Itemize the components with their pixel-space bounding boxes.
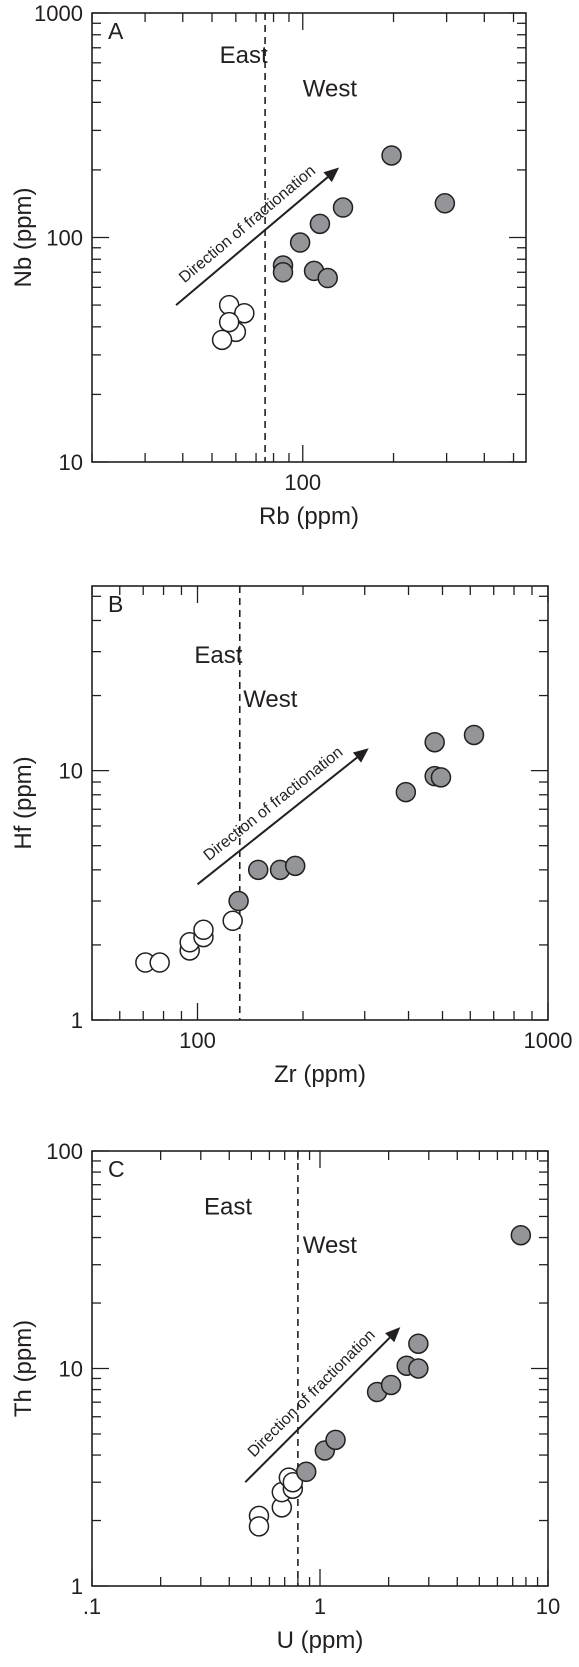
x-tick-label: 1000	[524, 1028, 573, 1053]
east-data-point	[282, 1471, 304, 1493]
series-east	[135, 910, 243, 973]
y-tick-label: 1	[71, 1574, 83, 1599]
west-data-point	[317, 267, 338, 289]
fractionation-arrow	[244, 1337, 391, 1483]
axis-ticks	[91, 586, 549, 1021]
arrow-label: Direction of fractionation	[176, 162, 319, 286]
x-axis-label: Rb (ppm)	[259, 503, 359, 530]
west-data-point	[295, 1461, 317, 1483]
fractionation-arrow	[196, 756, 358, 886]
east-data-point	[149, 952, 170, 973]
west-data-point	[395, 781, 417, 803]
y-tick-label: 10	[59, 1357, 83, 1382]
west-data-point	[332, 197, 354, 218]
y-tick-label: 100	[46, 226, 83, 251]
east-data-point	[211, 329, 233, 351]
west-data-point	[309, 213, 331, 235]
region-label-east: East	[194, 642, 242, 669]
y-axis-label: Hf (ppm)	[10, 756, 37, 849]
region-label-west: West	[303, 1232, 358, 1259]
region-label-east: East	[204, 1194, 252, 1221]
arrow-head	[323, 167, 340, 183]
axis-ticks	[91, 1150, 549, 1587]
west-data-point	[424, 731, 445, 753]
plot-frame	[91, 585, 549, 1021]
east-data-point	[193, 919, 214, 941]
west-data-point	[463, 724, 485, 746]
east-data-point	[218, 311, 240, 333]
west-data-point	[510, 1224, 532, 1246]
series-east	[211, 294, 255, 351]
y-tick-label: 10	[59, 759, 83, 784]
x-tick-label: 10	[536, 1594, 560, 1619]
west-data-point	[408, 1333, 429, 1354]
fractionation-arrow	[175, 176, 329, 306]
west-data-point	[284, 855, 306, 877]
panel-label: A	[108, 18, 124, 44]
x-axis-label: Zr (ppm)	[274, 1061, 366, 1088]
series-west	[295, 1224, 532, 1483]
y-tick-label: 1	[71, 1008, 83, 1033]
y-tick-label: 1000	[34, 1, 83, 26]
west-data-point	[325, 1429, 346, 1451]
y-axis-label: Nb (ppm)	[10, 187, 37, 287]
y-tick-label: 100	[46, 1139, 83, 1164]
series-west	[228, 724, 485, 912]
plot-frame	[91, 1150, 549, 1587]
x-tick-label: 1	[314, 1594, 326, 1619]
east-data-point	[222, 910, 243, 932]
x-tick-label: .1	[83, 1594, 101, 1619]
west-data-point	[289, 232, 311, 253]
arrow-label: Direction of fractionation	[201, 744, 347, 865]
west-data-point	[408, 1358, 429, 1379]
region-label-east: East	[220, 42, 268, 69]
series-east	[248, 1467, 304, 1537]
y-tick-label: 10	[59, 450, 83, 475]
region-label-west: West	[243, 686, 298, 713]
west-data-point	[430, 767, 452, 788]
west-data-point	[247, 859, 269, 881]
west-data-point	[381, 145, 402, 166]
west-data-point	[380, 1374, 402, 1396]
series-west	[272, 145, 456, 289]
east-data-point	[234, 302, 255, 324]
x-tick-label: 100	[179, 1028, 216, 1053]
east-data-point	[248, 1516, 270, 1537]
region-label-west: West	[303, 75, 358, 102]
arrow-label: Direction of fractionation	[245, 1327, 379, 1461]
panel-label: C	[108, 1156, 125, 1182]
axis-ticks	[91, 12, 526, 463]
panel-a: 100 10 100 1000 Rb (ppm) Nb (ppm) A East West Dir…	[10, 1, 527, 530]
west-data-point	[434, 193, 456, 214]
arrow-head	[352, 748, 369, 763]
west-data-point	[228, 890, 249, 912]
x-tick-label: 100	[284, 470, 321, 495]
arrow-head	[385, 1327, 401, 1343]
panel-label: B	[108, 591, 123, 617]
west-data-point	[272, 262, 294, 283]
x-axis-label: U (ppm)	[277, 1627, 364, 1654]
y-axis-label: Th (ppm)	[10, 1320, 37, 1417]
